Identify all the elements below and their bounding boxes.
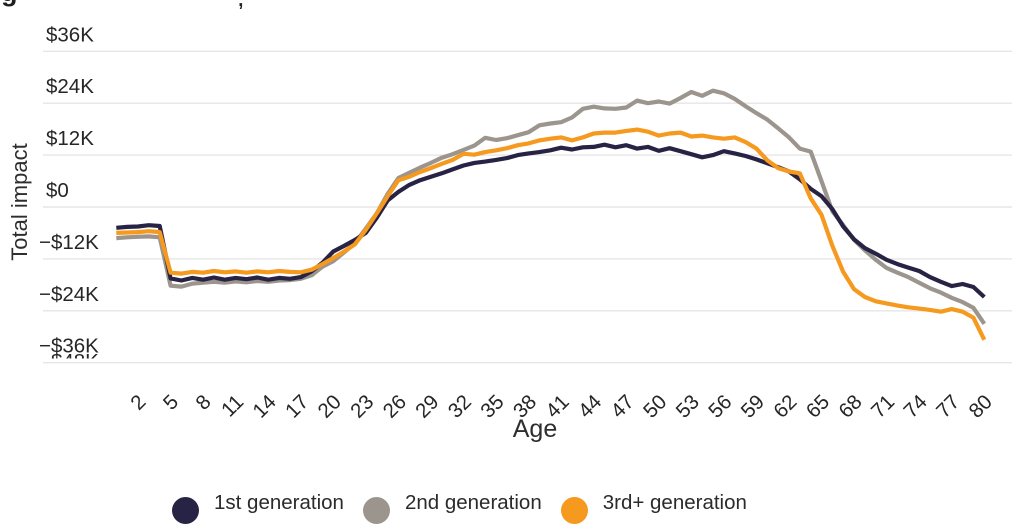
clipped-page-title: g , [0,0,1024,9]
x-tick-label: 26 [379,390,411,422]
legend-item-3rd-generation: 3rd+ generation [560,491,747,524]
x-tick-label: 23 [346,390,378,422]
y-tick-label: −$12K [39,231,99,254]
x-tick-label: 80 [964,390,996,422]
x-tick-label: 17 [281,390,313,422]
legend-item-1st-generation: 1st generation [172,491,344,524]
legend-label: 3rd+ generation [602,491,747,514]
x-tick-label: 20 [313,390,345,422]
legend-swatch-1st-generation-icon [172,497,199,524]
y-tick-label: $12K [46,127,94,150]
x-tick-label: 68 [834,390,866,422]
y-tick-label: $0 [46,179,69,202]
x-tick-label: 53 [671,390,703,422]
x-tick-label: 11 [217,390,248,421]
x-tick-label: 2 [126,390,150,414]
x-tick-label: 59 [737,390,769,422]
legend-label: 2nd generation [404,491,542,514]
x-tick-label: 50 [639,390,671,422]
x-tick-label: 56 [704,390,736,422]
x-tick-label: 5 [159,390,183,414]
legend-swatch-2nd-generation-icon [362,497,390,524]
x-tick-label: 62 [769,390,801,422]
clipped-title-fragment-comma: , [237,0,245,9]
legend: 1st generation 2nd generation 3rd+ gener… [172,491,766,524]
x-tick-label: 65 [802,390,834,422]
x-tick-label: 77 [932,390,964,422]
legend-label: 1st generation [214,491,344,514]
x-tick-label: 8 [191,390,215,414]
x-axis-title: Age [512,415,558,443]
series-line-3rd-generation [116,127,987,341]
y-tick-label: $24K [46,75,94,98]
legend-swatch-3rd-generation-icon [560,497,588,524]
y-tick-label: $36K [46,23,94,46]
y-tick-label: −$24K [39,283,99,306]
y-tick-label-clipped: −$48K [39,350,99,373]
x-tick-label: 71 [867,390,899,422]
x-tick-label: 14 [248,390,280,422]
clipped-title-fragment-g: g [1,0,18,6]
x-tick-label: 74 [899,390,931,422]
y-tick-label: −$36K [39,335,99,358]
series-line-1st-generation [116,142,986,299]
legend-item-2nd-generation: 2nd generation [362,491,542,524]
